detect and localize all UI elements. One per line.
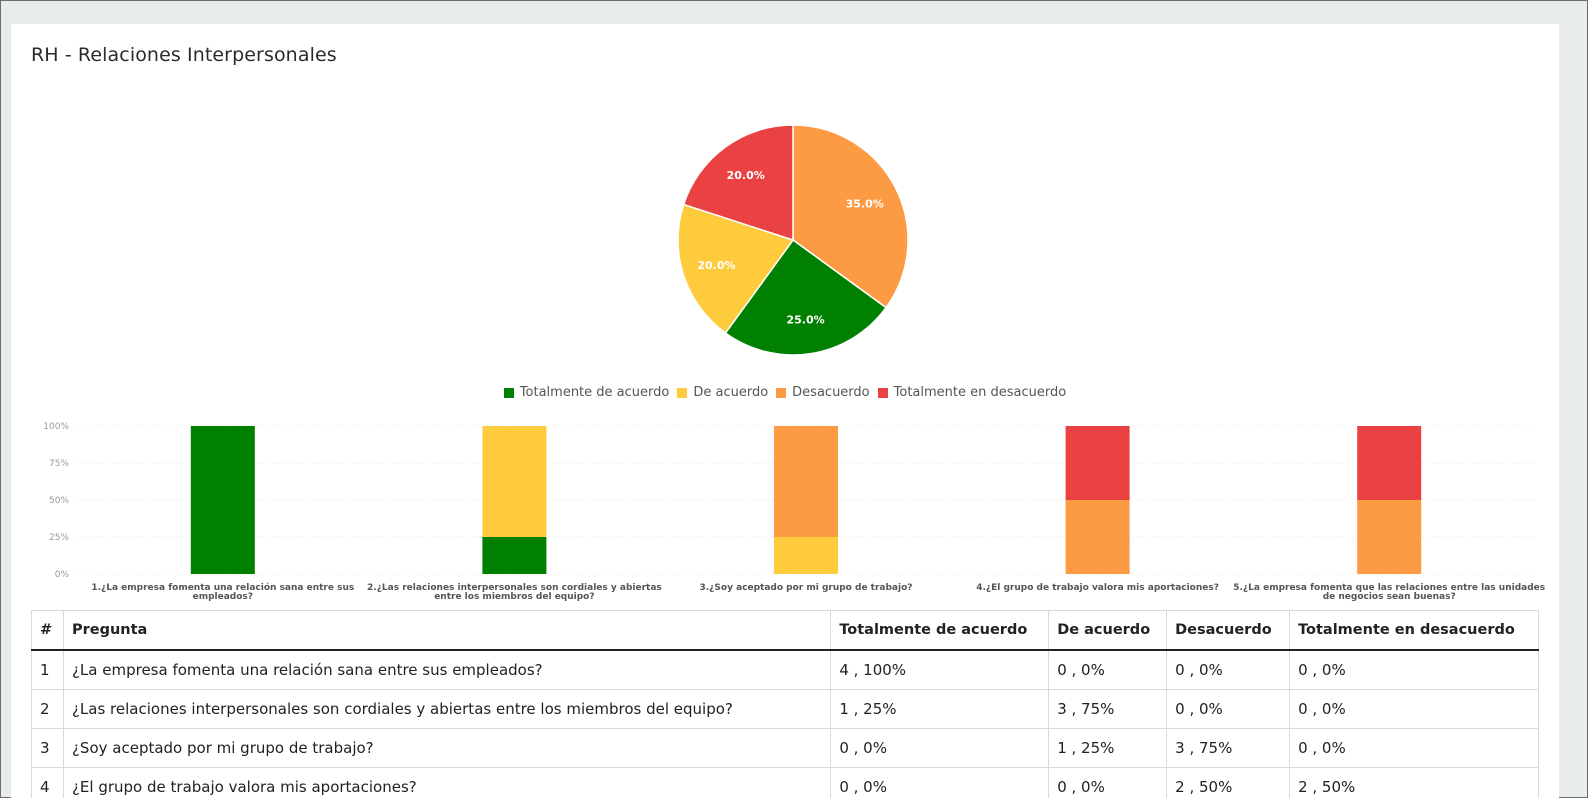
pie-label-de-acuerdo: 20.0% xyxy=(697,259,735,272)
table-cell: 0 , 0% xyxy=(1289,689,1539,729)
legend-swatch xyxy=(776,387,787,398)
table-cell: 1 xyxy=(31,649,64,690)
x-category-label: de negocios sean buenas? xyxy=(1323,592,1456,602)
table-cell: ¿Las relaciones interpersonales son cord… xyxy=(62,689,832,729)
pie-label-totalmente-de-acuerdo: 25.0% xyxy=(787,314,825,327)
pie-label-totalmente-en-desacuerdo: 20.0% xyxy=(727,169,765,182)
report-title: RH - Relaciones Interpersonales xyxy=(31,44,337,66)
pie-slice-desacuerdo[interactable] xyxy=(792,124,909,309)
x-category-label: 1.¿La empresa fomenta una relación sana … xyxy=(91,582,354,593)
y-tick-label: 0% xyxy=(55,570,70,580)
bar-segment-desacuerdo[interactable] xyxy=(1065,500,1130,574)
x-category-label: 5.¿La empresa fomenta que las relaciones… xyxy=(1233,583,1545,593)
table-cell: 2 , 50% xyxy=(1166,767,1291,798)
table-cell: 2 , 50% xyxy=(1289,767,1539,798)
table-cell: 1 , 25% xyxy=(1048,728,1168,768)
legend-item-desacuerdo[interactable]: Desacuerdo xyxy=(776,385,870,400)
pie-slice-totalmente-de-acuerdo[interactable] xyxy=(724,238,888,356)
table-header-cell[interactable]: De acuerdo xyxy=(1048,610,1168,651)
table-row: 2 ¿Las relaciones interpersonales son cor… xyxy=(31,689,1539,729)
table-header-cell[interactable]: # xyxy=(31,610,64,651)
legend-label: De acuerdo xyxy=(693,385,769,400)
table-row: 3 ¿Soy aceptado por mi grupo de trabajo? 0… xyxy=(31,728,1539,768)
table-row: 4 ¿El grupo de trabajo valora mis aportac… xyxy=(31,767,1539,798)
legend-label: Desacuerdo xyxy=(792,385,870,400)
table-cell: ¿Soy aceptado por mi grupo de trabajo? xyxy=(62,728,832,768)
table-cell: 0 , 0% xyxy=(830,767,1050,798)
x-category-label: 2.¿Las relaciones interpersonales son co… xyxy=(367,583,662,593)
legend-swatch xyxy=(677,387,688,398)
table-header-cell[interactable]: Totalmente en desacuerdo xyxy=(1289,610,1539,651)
table-cell: 0 , 0% xyxy=(1048,767,1168,798)
table-cell: 0 , 0% xyxy=(1048,649,1168,690)
x-category-label: 3.¿Soy aceptado por mi grupo de trabajo? xyxy=(700,583,913,593)
table-cell: 2 xyxy=(31,689,64,729)
legend-item-totalmente-de-acuerdo[interactable]: Totalmente de acuerdo xyxy=(503,385,670,400)
x-category-label: empleados? xyxy=(193,592,253,602)
table-cell: 0 , 0% xyxy=(830,728,1050,768)
legend-swatch xyxy=(877,387,888,398)
table-header-cell[interactable]: Totalmente de acuerdo xyxy=(830,610,1050,651)
pie-slice-totalmente-en-desacuerdo[interactable] xyxy=(682,124,794,242)
table-cell: 0 , 0% xyxy=(1166,649,1291,690)
x-category-label: entre los miembros del equipo? xyxy=(434,592,594,602)
table-cell: 4 , 100% xyxy=(830,649,1050,690)
bar-segment-desacuerdo[interactable] xyxy=(774,426,838,537)
legend-label: Totalmente de acuerdo xyxy=(519,385,670,400)
table-header-cell[interactable]: Pregunta xyxy=(62,610,832,651)
bar-segment-de-acuerdo[interactable] xyxy=(482,426,547,537)
stacked-bar-chart: 0% 25% 50% 75% 100% 1.¿La empresa fomenta una… xyxy=(43,422,1545,602)
legend-item-de-acuerdo[interactable]: De acuerdo xyxy=(677,385,768,400)
table-cell: 0 , 0% xyxy=(1289,728,1539,768)
table-cell: ¿La empresa fomenta una relación sana en… xyxy=(62,649,832,690)
chart-legend: Totalmente de acuerdo De acuerdo Desacuerd… xyxy=(11,385,1559,400)
table-cell: 3 xyxy=(31,728,64,768)
table-cell: 1 , 25% xyxy=(830,689,1050,729)
bar-segment-totalmente-en-desacuerdo[interactable] xyxy=(1357,426,1422,500)
x-category-label: 4.¿El grupo de trabajo valora mis aporta… xyxy=(976,583,1219,593)
table-cell: 0 , 0% xyxy=(1166,689,1291,729)
bar-segment-de-acuerdo[interactable] xyxy=(774,537,838,574)
table-cell: 0 , 0% xyxy=(1289,649,1539,690)
table-row: 1 ¿La empresa fomenta una relación sana e… xyxy=(31,649,1539,690)
legend-label: Totalmente en desacuerdo xyxy=(893,385,1067,400)
table-cell: 3 , 75% xyxy=(1048,689,1168,729)
table-header-cell[interactable]: Desacuerdo xyxy=(1166,610,1291,651)
pie-slice-de-acuerdo[interactable] xyxy=(677,203,795,335)
report-card: RH - Relaciones Interpersonales 35.0% 25.… xyxy=(11,24,1559,798)
bar-segment-totalmente-en-desacuerdo[interactable] xyxy=(1065,426,1130,500)
table-cell: 4 xyxy=(31,767,64,798)
bar-segment-totalmente-de-acuerdo[interactable] xyxy=(482,537,547,574)
results-table: # Pregunta Totalmente de acuerdo De acuerdo… xyxy=(31,610,1539,798)
pie-label-desacuerdo: 35.0% xyxy=(846,197,884,210)
bar-segment-totalmente-de-acuerdo[interactable] xyxy=(190,426,255,574)
y-tick-label: 75% xyxy=(49,459,69,469)
bar-segment-desacuerdo[interactable] xyxy=(1357,500,1422,574)
y-tick-label: 25% xyxy=(49,533,69,543)
pie-chart: 35.0% 25.0% 20.0% 20.0% xyxy=(677,124,909,356)
table-cell: 3 , 75% xyxy=(1166,728,1291,768)
legend-item-totalmente-en-desacuerdo[interactable]: Totalmente en desacuerdo xyxy=(877,385,1067,400)
table-header-row: # Pregunta Totalmente de acuerdo De acuerdo… xyxy=(31,610,1539,651)
y-tick-label: 50% xyxy=(49,496,69,506)
legend-swatch xyxy=(503,387,514,398)
table-cell: ¿El grupo de trabajo valora mis aportaci… xyxy=(62,767,832,798)
y-tick-label: 100% xyxy=(43,422,69,432)
